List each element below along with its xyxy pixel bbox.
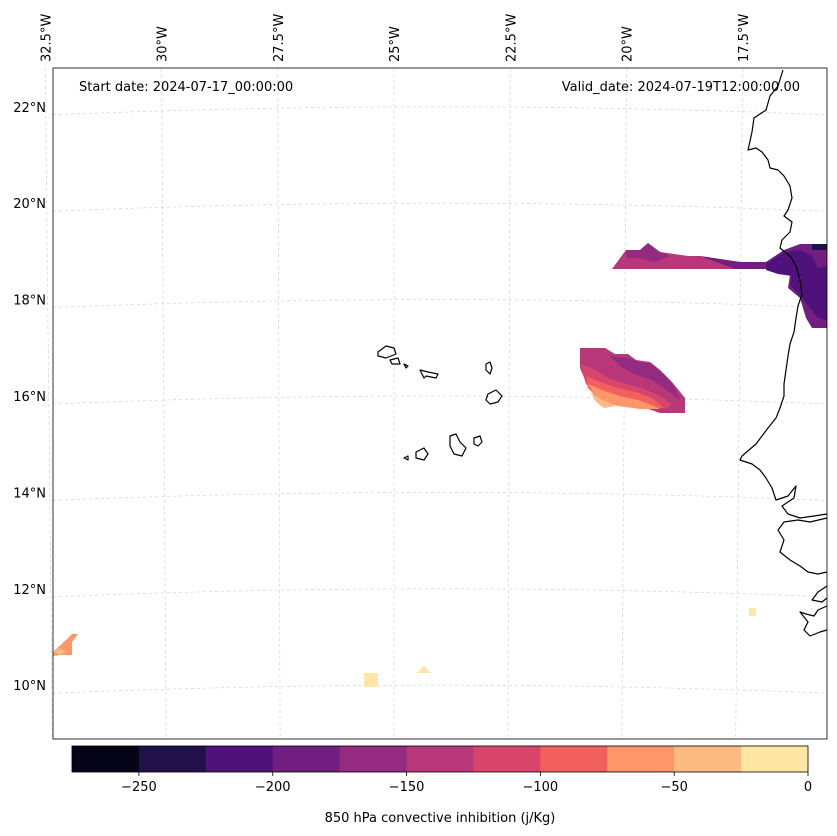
colorbar-bin [540, 746, 608, 772]
parallel-line [52, 588, 828, 598]
cin-region-central-blob-purple [610, 356, 680, 400]
island-maio [473, 435, 483, 447]
parallel-line [52, 106, 828, 116]
island-sao-nicolau [419, 369, 439, 379]
latitude-label: 18°N [13, 294, 46, 309]
parallel-line [52, 202, 828, 212]
latitude-label: 16°N [13, 390, 46, 405]
colorbar-bin [339, 746, 408, 772]
parallel-line [52, 299, 828, 308]
longitude-labels: 32.5°W 30°W 27.5°W 25°W 22.5°W 20°W 17.5°W [39, 14, 752, 62]
longitude-label: 30°W [156, 26, 171, 62]
latitude-label: 10°N [13, 679, 46, 694]
cin-region-sw-patch-light [53, 648, 66, 655]
island-boa-vista [485, 389, 503, 405]
guinea-coast [811, 585, 828, 603]
meridian-line [44, 67, 53, 740]
colorbar-bin [674, 746, 742, 772]
longitude-label: 22.5°W [504, 14, 519, 62]
latitude-label: 12°N [13, 583, 46, 598]
latitude-label: 20°N [13, 197, 46, 212]
cin-region-south-patch-1 [364, 673, 378, 687]
cin-region-north-plume-edge [812, 244, 827, 250]
parallel-line [52, 684, 828, 694]
coastlines [377, 69, 828, 637]
colorbar: −250 −200 −150 −100 −50 0 [71, 745, 812, 795]
meridian-line [277, 67, 281, 740]
meridian-line [161, 67, 167, 740]
cin-region-central-blob-peach [590, 392, 616, 408]
map-panel [53, 68, 827, 739]
cin-field [53, 243, 827, 687]
colorbar-bin [607, 746, 675, 772]
island-sal [485, 361, 493, 375]
guinea-bissau-coast [777, 517, 828, 575]
longitude-label: 25°W [388, 26, 403, 62]
colorbar-tick-label: −200 [255, 780, 291, 795]
latitude-label: 22°N [13, 101, 46, 116]
colorbar-bin [741, 746, 809, 772]
cin-region-south-patch-2 [417, 666, 431, 673]
colorbar-tick-label: 0 [804, 780, 812, 795]
latitude-labels: 22°N 20°N 18°N 16°N 14°N 12°N 10°N [13, 101, 46, 694]
island-brava [403, 455, 409, 461]
meridian-line [621, 67, 627, 740]
start-date-label: Start date: 2024-07-17_00:00:00 [79, 80, 293, 95]
cin-region-north-plume-core [766, 250, 827, 320]
meridian-line [507, 67, 511, 740]
colorbar-tick-label: −100 [523, 780, 559, 795]
colorbar-bin [406, 746, 474, 772]
cin-region-north-plume-mid [626, 243, 670, 262]
colorbar-bin [138, 746, 207, 772]
cin-region-east-patch [749, 608, 756, 616]
island-santiago [449, 433, 467, 457]
colorbar-tick-label: −50 [660, 780, 687, 795]
colorbar-tick-label: −250 [121, 780, 157, 795]
colorbar-bin [205, 746, 274, 772]
longitude-label: 20°W [621, 26, 636, 62]
parallel-line [52, 492, 828, 501]
longitude-label: 32.5°W [39, 14, 54, 62]
colorbar-bin [72, 746, 140, 772]
longitude-label: 17.5°W [737, 14, 752, 62]
gridlines [44, 67, 828, 740]
island-fogo [415, 447, 429, 461]
colorbar-label: 850 hPa convective inhibition (j/Kg) [325, 811, 556, 826]
cin-region-central-blob-orange [588, 384, 660, 409]
parallel-line [52, 395, 828, 405]
island-santo-antao [377, 345, 397, 359]
africa-coastline [739, 69, 828, 519]
colorbar-bin [473, 746, 541, 772]
latitude-label: 14°N [13, 486, 46, 501]
colorbar-bin [272, 746, 341, 772]
island-santa-luzia [403, 363, 409, 369]
meridian-line [735, 67, 744, 740]
longitude-label: 27.5°W [272, 14, 287, 62]
island-sao-vicente [389, 357, 401, 365]
map-frame [52, 67, 828, 740]
valid-date-label: Valid_date: 2024-07-19T12:00:00.00 [562, 80, 800, 95]
colorbar-tick-label: −150 [389, 780, 425, 795]
colorbar-frame [71, 745, 809, 773]
sierra-leone-coast [799, 605, 828, 637]
